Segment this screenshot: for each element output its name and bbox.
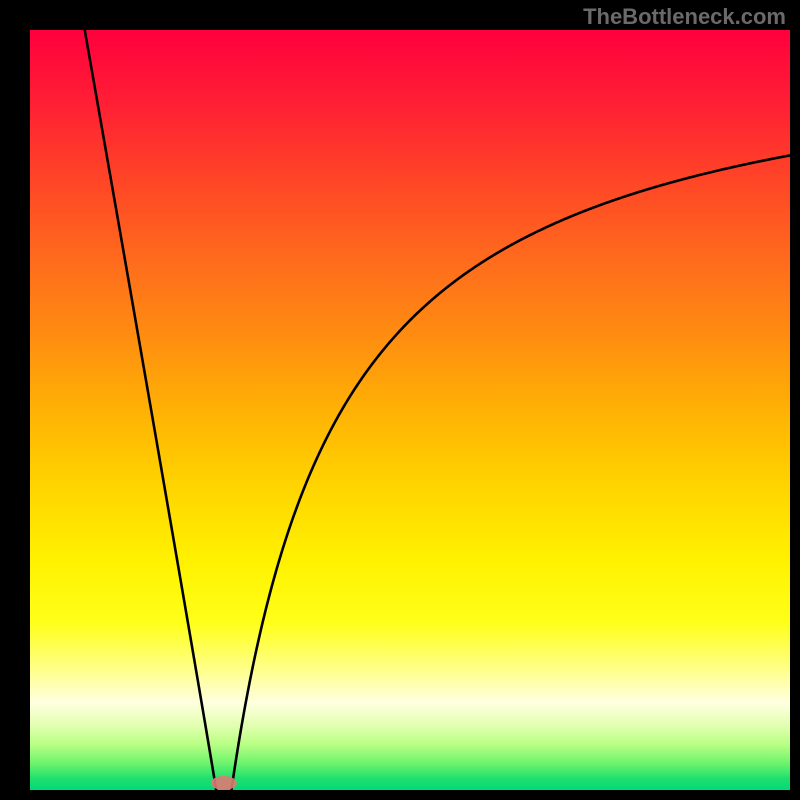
optimal-marker <box>211 776 237 790</box>
chart-container: TheBottleneck.com <box>0 0 800 800</box>
curve-left-branch <box>85 30 216 790</box>
curve-right-branch <box>231 155 790 790</box>
watermark-text: TheBottleneck.com <box>583 4 786 30</box>
plot-area <box>30 30 790 790</box>
bottleneck-curve <box>30 30 790 790</box>
